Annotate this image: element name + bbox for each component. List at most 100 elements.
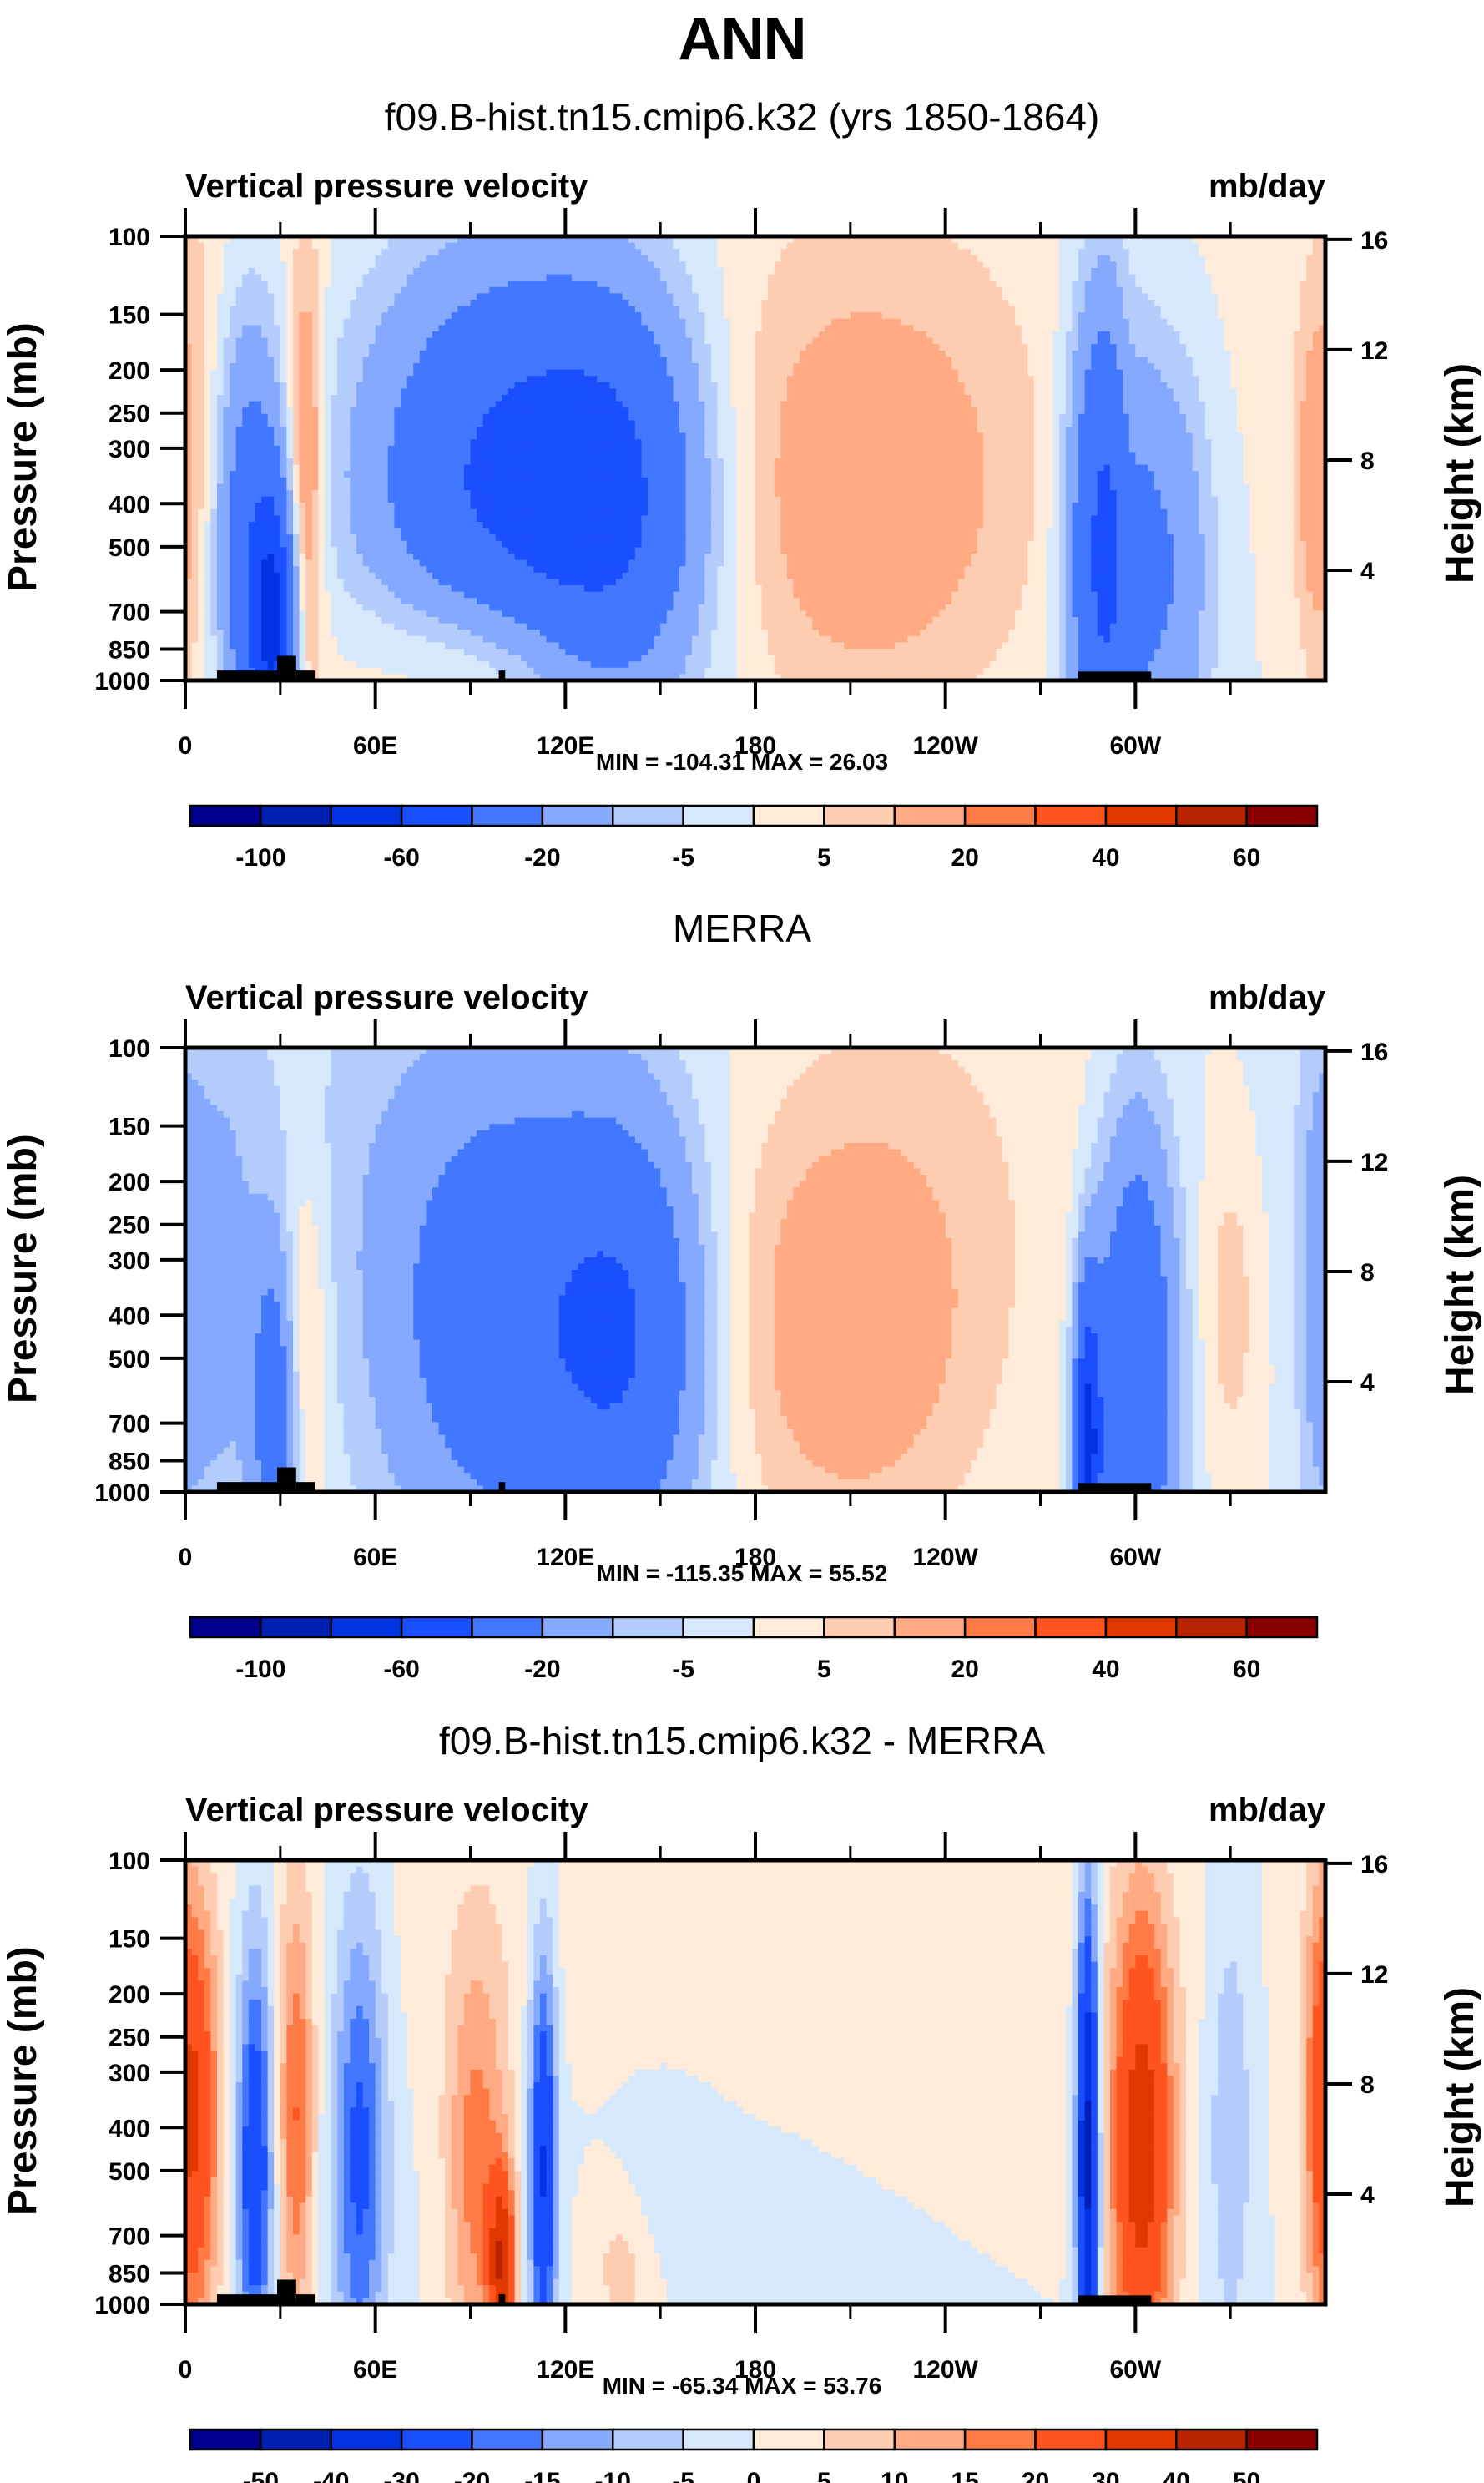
contour-cell bbox=[1224, 249, 1231, 256]
contour-cell bbox=[1255, 376, 1263, 383]
contour-cell bbox=[616, 337, 623, 345]
contour-cell bbox=[609, 281, 617, 288]
contour-cell bbox=[419, 395, 427, 402]
contour-cell bbox=[514, 331, 522, 339]
contour-cell bbox=[742, 369, 750, 377]
contour-cell bbox=[673, 350, 680, 357]
contour-cell bbox=[356, 300, 364, 307]
contour-cell bbox=[1224, 242, 1231, 250]
contour-cell bbox=[1173, 242, 1181, 250]
contour-cell bbox=[812, 357, 820, 364]
contour-cell bbox=[793, 382, 800, 389]
contour-cell bbox=[710, 337, 719, 345]
contour-cell bbox=[280, 407, 288, 415]
contour-cell bbox=[242, 300, 250, 307]
contour-cell bbox=[939, 312, 946, 320]
contour-cell bbox=[343, 325, 351, 332]
contour-cell bbox=[724, 357, 731, 364]
contour-cell bbox=[1040, 376, 1047, 383]
contour-cell bbox=[685, 268, 693, 276]
contour-cell bbox=[1243, 350, 1250, 357]
contour-cell bbox=[654, 401, 661, 408]
contour-cell bbox=[1015, 382, 1022, 389]
contour-cell bbox=[584, 318, 592, 326]
contour-cell bbox=[590, 274, 598, 281]
contour-cell bbox=[597, 369, 604, 377]
contour-cell bbox=[343, 363, 351, 371]
contour-cell bbox=[641, 395, 649, 402]
contour-cell bbox=[445, 337, 452, 345]
contour-cell bbox=[932, 312, 940, 320]
contour-cell bbox=[533, 369, 541, 377]
contour-cell bbox=[261, 331, 269, 339]
contour-cell bbox=[553, 281, 560, 288]
contour-cell bbox=[1021, 236, 1028, 244]
contour-cell bbox=[1199, 337, 1206, 345]
contour-cell bbox=[451, 388, 458, 396]
contour-cell bbox=[888, 395, 896, 402]
contour-cell bbox=[1123, 357, 1130, 364]
contour-cell bbox=[1319, 318, 1326, 326]
contour-cell bbox=[717, 242, 724, 250]
contour-cell bbox=[489, 249, 497, 256]
contour-cell bbox=[729, 281, 737, 288]
contour-cell bbox=[742, 382, 750, 389]
contour-cell bbox=[641, 388, 649, 396]
contour-cell bbox=[1128, 300, 1136, 307]
contour-cell bbox=[1224, 286, 1231, 294]
contour-cell bbox=[539, 293, 548, 301]
contour-cell bbox=[1255, 388, 1263, 396]
contour-cell bbox=[533, 344, 541, 351]
contour-cell bbox=[565, 268, 573, 276]
contour-cell bbox=[1002, 255, 1010, 262]
contour-cell bbox=[1249, 325, 1257, 332]
contour-cell bbox=[888, 293, 896, 301]
contour-cell bbox=[634, 350, 642, 357]
contour-cell bbox=[1312, 382, 1320, 389]
contour-cell bbox=[1059, 274, 1067, 281]
contour-cell bbox=[1027, 363, 1035, 371]
contour-cell bbox=[1002, 382, 1010, 389]
contour-cell bbox=[210, 293, 218, 301]
contour-cell bbox=[837, 318, 845, 326]
contour-cell bbox=[1160, 350, 1168, 357]
contour-cell bbox=[533, 363, 541, 371]
contour-cell bbox=[1268, 357, 1275, 364]
contour-cell bbox=[894, 236, 902, 244]
contour-cell bbox=[223, 369, 230, 377]
contour-cell bbox=[660, 300, 668, 307]
contour-cell bbox=[578, 350, 585, 357]
contour-cell bbox=[1059, 300, 1067, 307]
contour-cell bbox=[571, 350, 579, 357]
contour-cell bbox=[710, 306, 719, 313]
contour-cell bbox=[812, 242, 820, 250]
contour-cell bbox=[609, 325, 617, 332]
contour-cell bbox=[932, 382, 940, 389]
contour-cell bbox=[793, 312, 800, 320]
contour-cell bbox=[1097, 357, 1104, 364]
contour-cell bbox=[755, 274, 763, 281]
contour-cell bbox=[1084, 255, 1092, 262]
contour-cell bbox=[869, 363, 876, 371]
contour-cell bbox=[1021, 286, 1028, 294]
contour-cell bbox=[1243, 281, 1250, 288]
contour-cell bbox=[831, 293, 839, 301]
contour-cell bbox=[1262, 357, 1269, 364]
contour-cell bbox=[800, 407, 807, 415]
contour-cell bbox=[356, 312, 364, 320]
contour-cell bbox=[546, 236, 553, 244]
contour-cell bbox=[837, 300, 845, 307]
contour-cell bbox=[406, 236, 414, 244]
contour-cell bbox=[831, 407, 839, 415]
contour-cell bbox=[477, 395, 484, 402]
contour-cell bbox=[812, 407, 820, 415]
contour-cell bbox=[1103, 261, 1111, 269]
contour-cell bbox=[1173, 318, 1181, 326]
contour-cell bbox=[198, 401, 205, 408]
contour-cell bbox=[558, 337, 566, 345]
contour-cell bbox=[1141, 388, 1149, 396]
contour-cell bbox=[971, 376, 978, 383]
contour-cell bbox=[1128, 337, 1136, 345]
contour-cell bbox=[939, 268, 946, 276]
contour-cell bbox=[768, 344, 775, 351]
